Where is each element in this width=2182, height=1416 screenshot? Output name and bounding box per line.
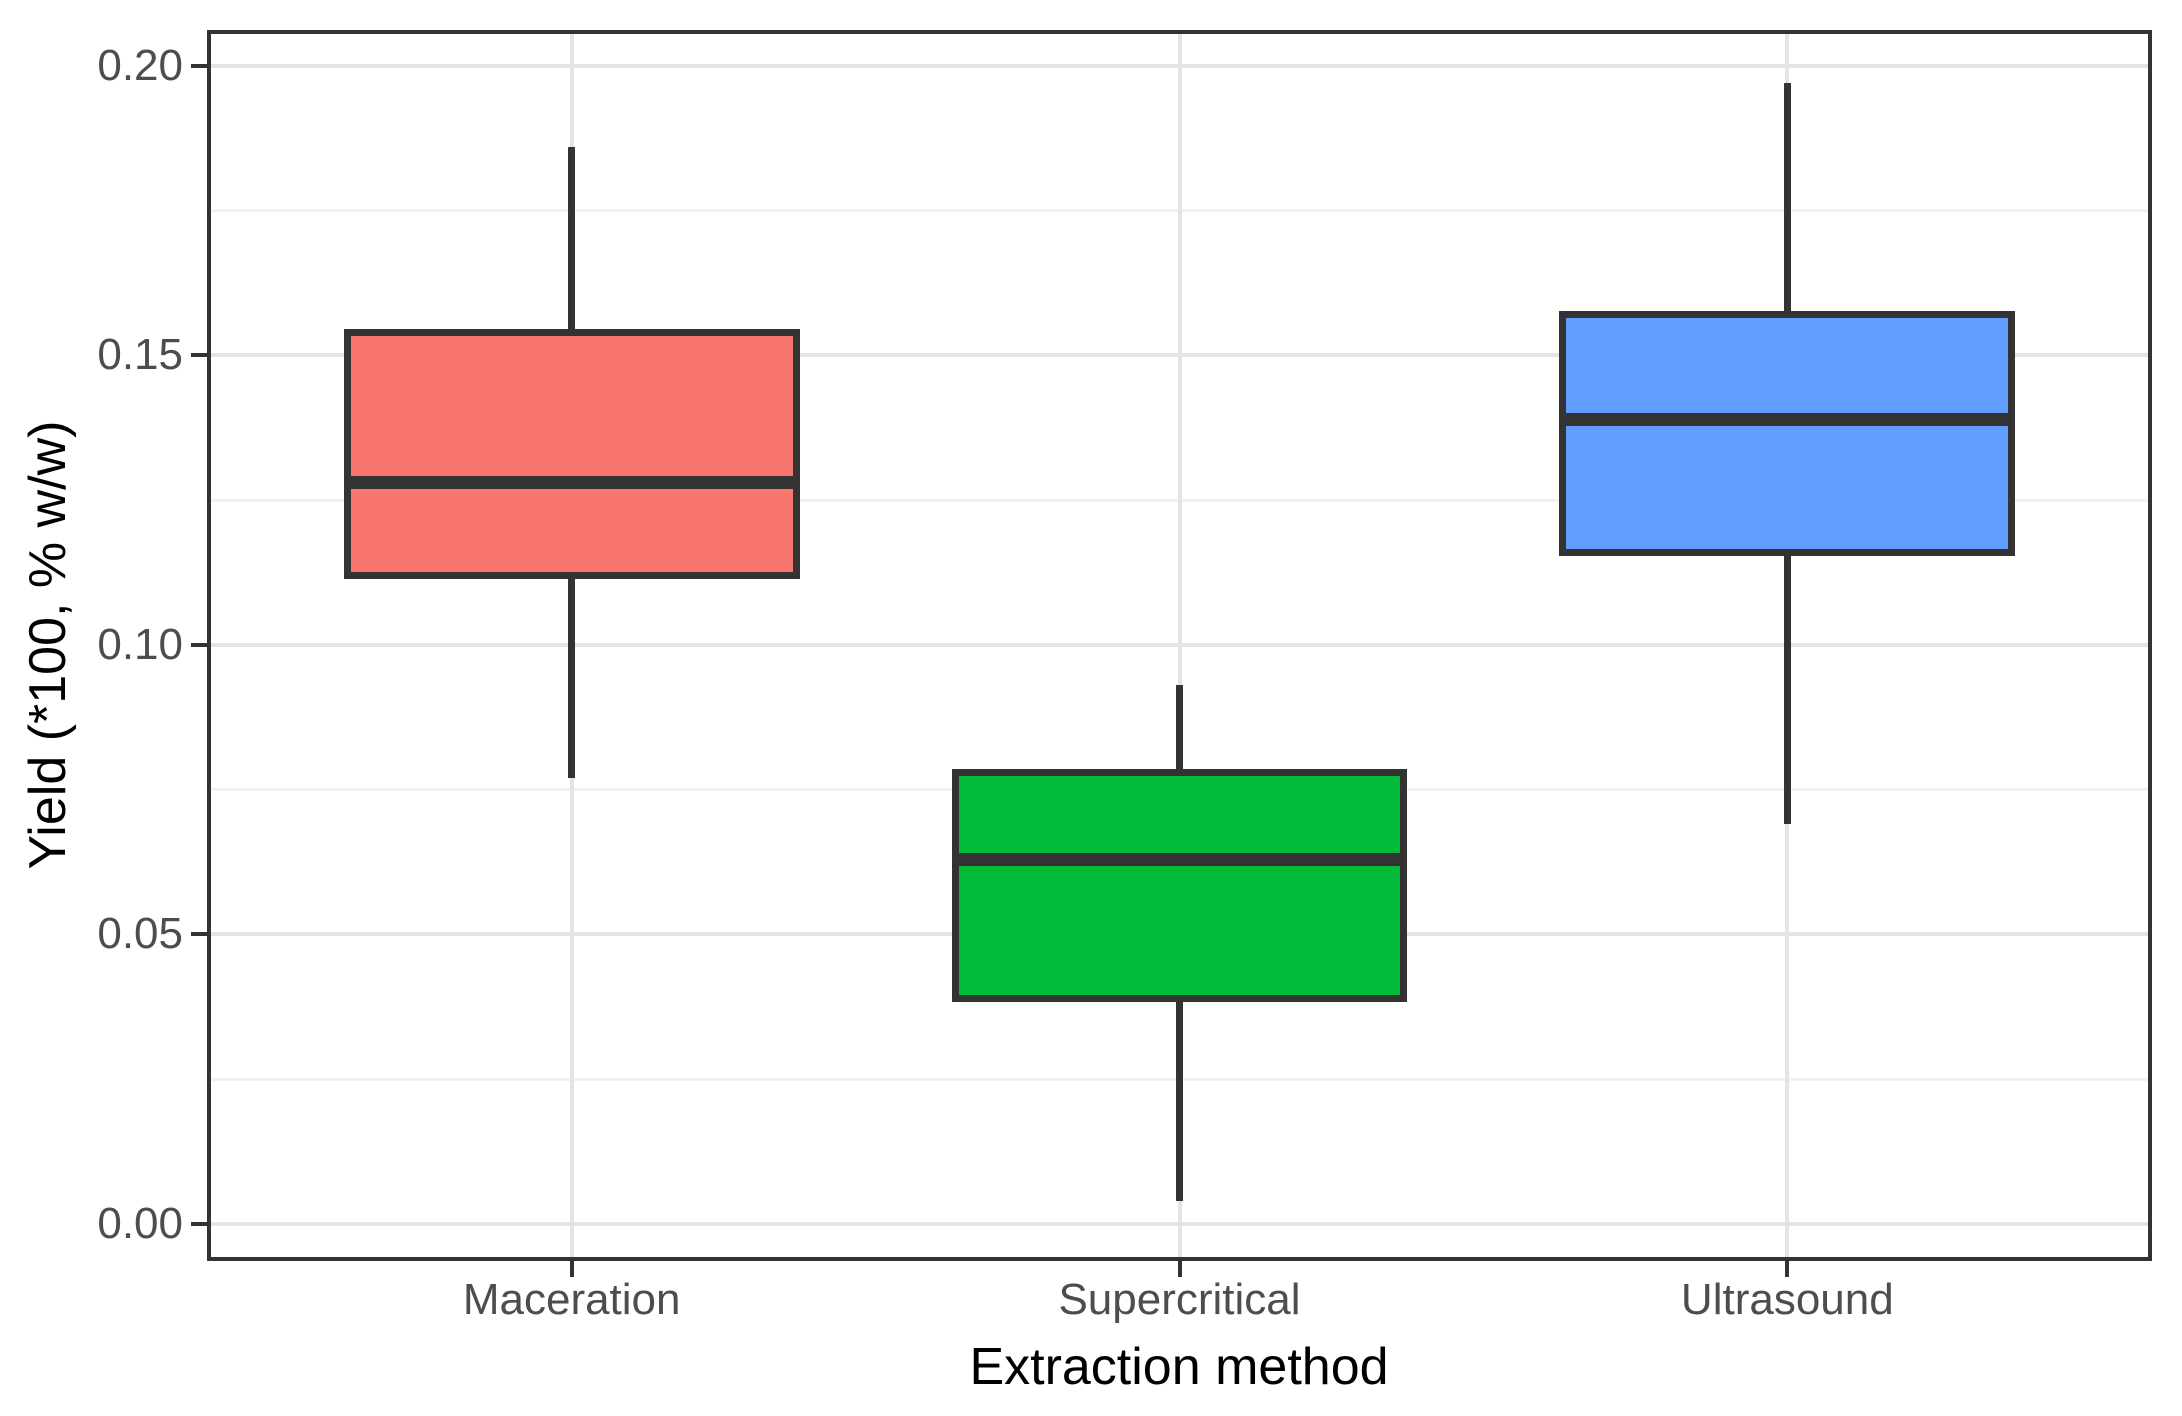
boxplot-maceration	[343, 328, 800, 579]
plot-panel	[207, 30, 2152, 1261]
boxplot-ultrasound	[1559, 311, 2016, 556]
y-tick-mark	[191, 932, 207, 937]
x-tick-mark	[1177, 1261, 1182, 1277]
x-tick-label-supercritical: Supercritical	[1058, 1275, 1301, 1324]
y-tick-mark	[191, 63, 207, 68]
y-tick-label: 0.20	[97, 40, 183, 90]
x-tick-mark	[1785, 1261, 1790, 1277]
y-tick-mark	[191, 1221, 207, 1226]
x-tick-label-ultrasound: Ultrasound	[1680, 1275, 1894, 1324]
y-tick-label: 0.00	[97, 1198, 183, 1248]
x-axis-title: Extraction method	[969, 1338, 1389, 1396]
median-supercritical	[951, 852, 1408, 866]
gridline-major-x	[1177, 30, 1182, 1261]
x-tick-mark	[569, 1261, 574, 1277]
boxplot-supercritical	[951, 768, 1408, 1002]
x-tick-label-maceration: Maceration	[462, 1275, 681, 1324]
y-axis-title: Yield (*100, % w/w)	[19, 420, 77, 870]
y-tick-mark	[191, 353, 207, 358]
median-ultrasound	[1559, 412, 2016, 426]
y-tick-label: 0.10	[97, 619, 183, 669]
y-tick-label: 0.15	[97, 330, 183, 380]
y-tick-label: 0.05	[97, 909, 183, 959]
median-maceration	[343, 476, 800, 490]
y-tick-mark	[191, 642, 207, 647]
